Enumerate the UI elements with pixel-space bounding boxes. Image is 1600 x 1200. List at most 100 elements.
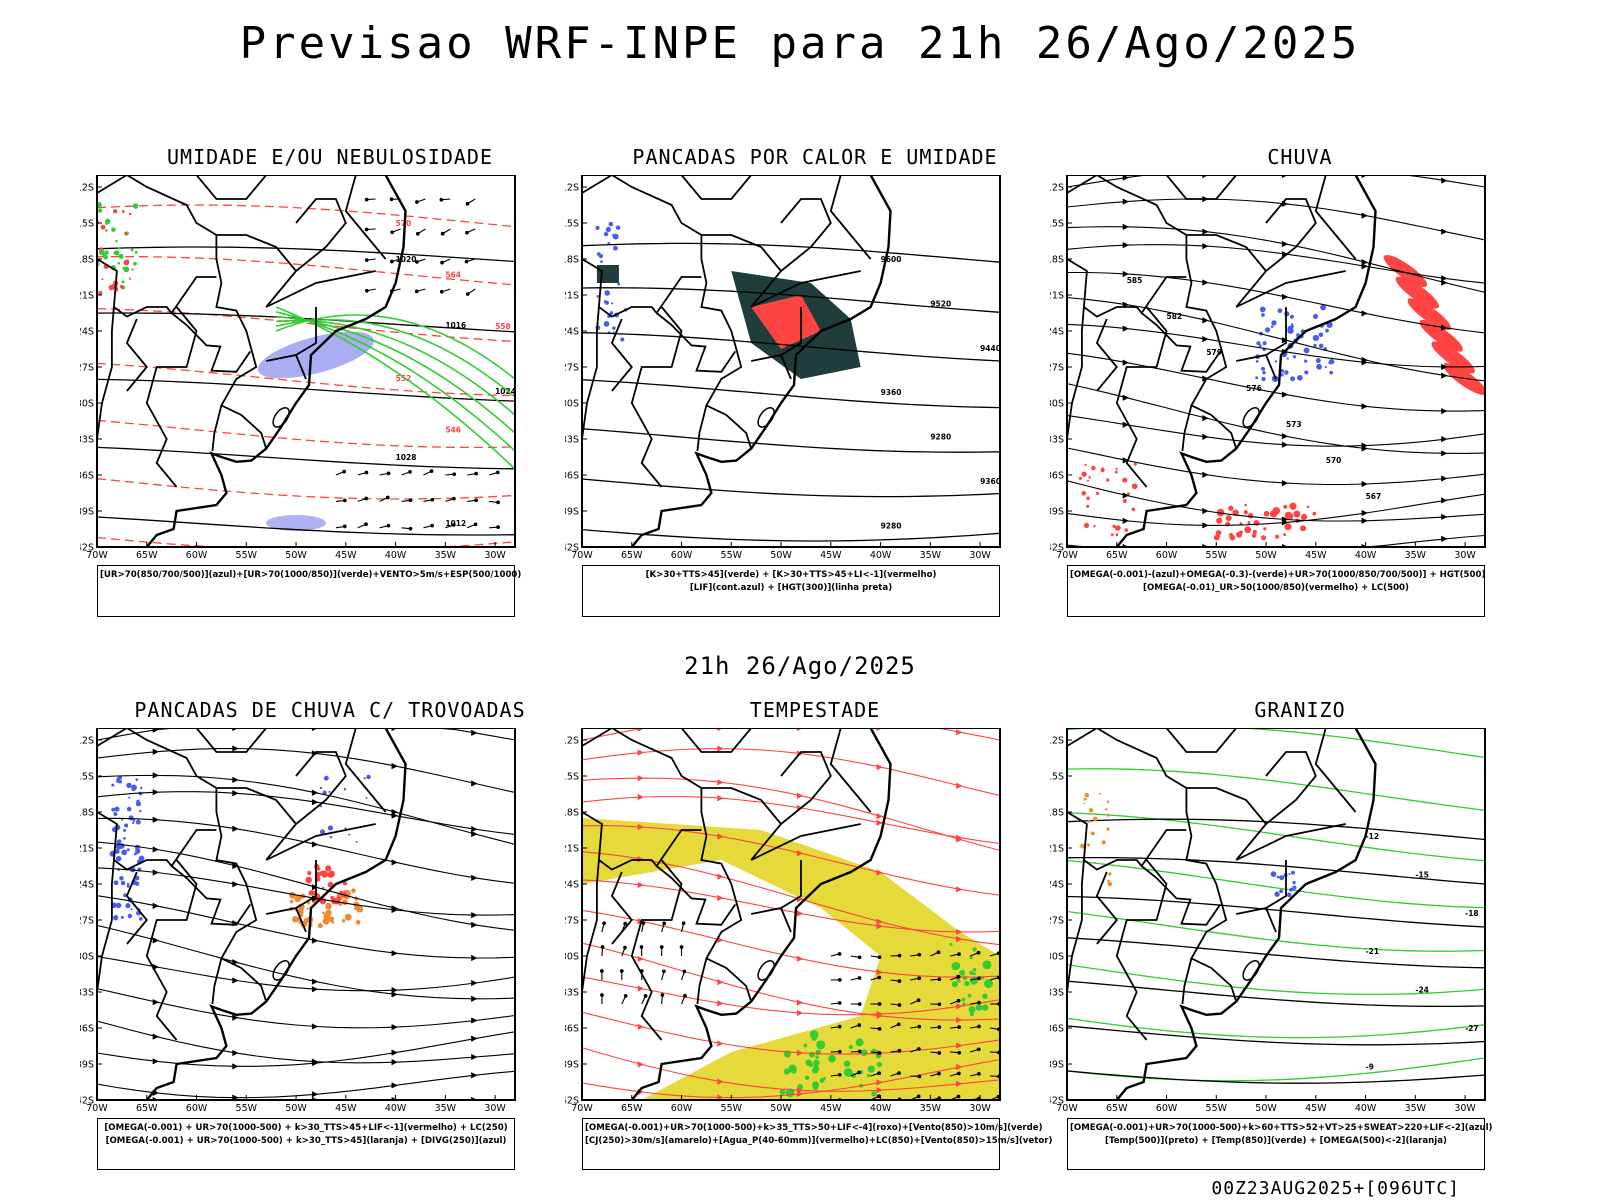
contour-label: 9280 bbox=[881, 521, 902, 530]
panel-title: TEMPESTADE bbox=[749, 698, 881, 722]
contour-label: 576 bbox=[1246, 384, 1262, 393]
border-line bbox=[696, 958, 708, 1005]
lat-tick-label: 30S bbox=[1050, 952, 1064, 963]
wind850-green-area bbox=[779, 1030, 883, 1098]
border-line bbox=[125, 318, 148, 392]
lat-tick-label: 33S bbox=[80, 988, 94, 999]
border-line bbox=[97, 728, 268, 1002]
lat-tick-label: 33S bbox=[1050, 988, 1064, 999]
map-chuva: 12S 15S 18S 21S 24S 27S 30S 33S 36S 39S 42S70W 65W 6… bbox=[1046, 174, 1550, 575]
rain-red-area bbox=[1383, 255, 1485, 395]
lon-tick-label: 30W bbox=[1454, 1103, 1476, 1114]
map-frame bbox=[1066, 727, 1486, 1101]
contour-label: 9360 bbox=[881, 388, 902, 397]
border-line bbox=[1067, 811, 1187, 871]
lon-tick-label: 70W bbox=[1056, 1103, 1078, 1114]
contour-label: -24 bbox=[1415, 986, 1429, 995]
contour-label: 570 bbox=[396, 219, 412, 228]
lat-tick-label: 15S bbox=[565, 772, 579, 783]
coastline bbox=[145, 175, 407, 547]
border-line bbox=[1181, 958, 1193, 1005]
lon-tick-label: 35W bbox=[1405, 550, 1427, 561]
border-line bbox=[1165, 175, 1237, 200]
contour-label: 9360 bbox=[980, 477, 1001, 486]
lon-tick-label: 65W bbox=[621, 550, 643, 561]
border-line bbox=[1067, 859, 1085, 1009]
lon-tick-label: 50W bbox=[1255, 550, 1277, 561]
contour-label: 1012 bbox=[445, 519, 466, 528]
green-humidity-dots bbox=[97, 201, 139, 290]
legend-chuva: [OMEGA(-0.001)-(azul)+OMEGA(-0.3)-(verde… bbox=[1067, 565, 1485, 617]
lat-tick-label: 42S bbox=[1050, 543, 1064, 554]
border-line bbox=[750, 823, 861, 861]
lon-tick-label: 60W bbox=[1156, 550, 1178, 561]
lagoon-outline bbox=[757, 407, 775, 428]
border-line bbox=[97, 175, 268, 449]
lat-tick-label: 18S bbox=[1050, 255, 1064, 266]
lat-tick-label: 42S bbox=[565, 1096, 579, 1107]
border-line bbox=[780, 907, 792, 933]
lon-tick-label: 30W bbox=[484, 1103, 506, 1114]
border-line bbox=[701, 234, 782, 272]
lat-tick-label: 33S bbox=[80, 435, 94, 446]
lat-tick-label: 27S bbox=[80, 363, 94, 374]
lon-tick-label: 50W bbox=[1255, 1103, 1277, 1114]
lon-tick-label: 55W bbox=[1206, 1103, 1228, 1114]
border-line bbox=[582, 258, 702, 318]
panel-chuva: CHUVA 12S 15S 18S 21S 24S 27S 30S 33S 36S 39S 42S7… bbox=[1046, 145, 1550, 617]
border-line bbox=[1067, 175, 1238, 449]
map-frame bbox=[581, 174, 1001, 548]
lat-tick-label: 42S bbox=[80, 1096, 94, 1107]
lat-tick-label: 24S bbox=[1050, 880, 1064, 891]
contour-label: 585 bbox=[1127, 276, 1143, 285]
lon-tick-label: 50W bbox=[770, 550, 792, 561]
lon-tick-label: 40W bbox=[870, 550, 892, 561]
legend-line: [CJ(250)>30m/s](amarelo)+[Agua_P(40-60mm… bbox=[585, 1136, 1053, 1146]
hail-blue-dots bbox=[1270, 870, 1297, 898]
lat-tick-label: 12S bbox=[1050, 736, 1064, 747]
hgt300-contours bbox=[582, 242, 1000, 542]
panel-title: CHUVA bbox=[1267, 145, 1333, 169]
lon-tick-label: 60W bbox=[1156, 1103, 1178, 1114]
lon-tick-label: 40W bbox=[870, 1103, 892, 1114]
border-line bbox=[125, 871, 148, 945]
border-line bbox=[195, 175, 267, 200]
border-line bbox=[344, 175, 387, 260]
lon-tick-label: 30W bbox=[969, 1103, 991, 1114]
lat-tick-label: 15S bbox=[1050, 219, 1064, 230]
contour-label: 567 bbox=[1366, 492, 1382, 501]
lat-tick-label: 39S bbox=[1050, 1060, 1064, 1071]
temp500-contours bbox=[1067, 818, 1485, 1084]
border-line bbox=[751, 307, 802, 362]
border-line bbox=[344, 728, 387, 813]
border-line bbox=[171, 312, 252, 373]
border-line bbox=[610, 871, 633, 945]
lon-tick-label: 30W bbox=[1454, 550, 1476, 561]
wind-vectors bbox=[364, 197, 476, 296]
lon-tick-label: 60W bbox=[186, 550, 208, 561]
lon-tick-label: 65W bbox=[621, 1103, 643, 1114]
border-line bbox=[1181, 405, 1193, 452]
border-line bbox=[1141, 312, 1222, 373]
legend-line: [OMEGA(-0.001)+UR>70(1000-500)+k>35_TTS>… bbox=[585, 1123, 1043, 1133]
lat-tick-label: 21S bbox=[80, 291, 94, 302]
legend-line: [K>30+TTS>45](verde) + [K>30+TTS>45+LI<-… bbox=[645, 570, 937, 580]
coastline bbox=[1115, 175, 1377, 547]
lat-tick-label: 12S bbox=[565, 736, 579, 747]
contour-label: 570 bbox=[1326, 456, 1342, 465]
lon-tick-label: 70W bbox=[86, 550, 108, 561]
lon-tick-label: 65W bbox=[136, 550, 158, 561]
lon-tick-label: 55W bbox=[1206, 550, 1228, 561]
panel-tempestade: TEMPESTADE 12S 15S 18S 21S 24S 27S 30S 33S 36S 39… bbox=[561, 698, 1065, 1170]
border-line bbox=[295, 354, 307, 380]
humidity-area bbox=[266, 515, 327, 531]
contour-label: 558 bbox=[495, 322, 511, 331]
lon-tick-label: 70W bbox=[86, 1103, 108, 1114]
contour-label: -12 bbox=[1366, 832, 1380, 841]
lon-tick-label: 45W bbox=[1305, 1103, 1327, 1114]
contour-label: 546 bbox=[445, 425, 461, 434]
border-line bbox=[195, 728, 267, 753]
lat-tick-label: 36S bbox=[80, 1024, 94, 1035]
panel-title: PANCADAS DE CHUVA C/ TROVOADAS bbox=[134, 698, 526, 722]
lat-tick-label: 18S bbox=[80, 255, 94, 266]
